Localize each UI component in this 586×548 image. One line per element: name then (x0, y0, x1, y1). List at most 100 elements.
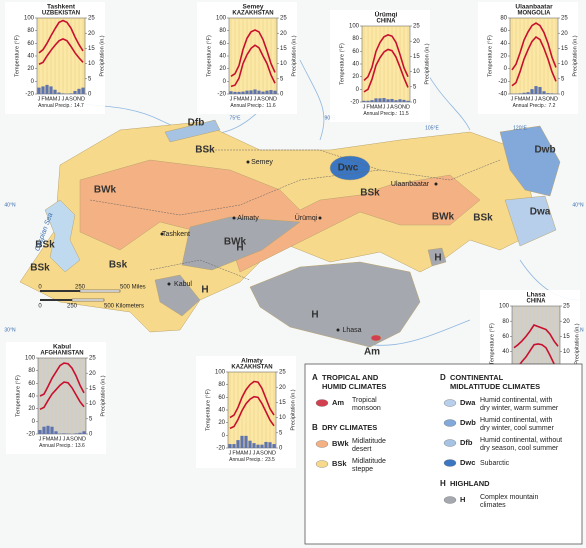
month-label: J (59, 436, 62, 442)
legend-swatch (443, 439, 457, 447)
precip-bar (81, 87, 85, 94)
inset-country: KAZAKHSTAN (231, 365, 272, 371)
y2-tick-label: 10 (89, 401, 96, 407)
y-axis-title: Temperature (°F) (206, 35, 212, 77)
precip-bar (229, 91, 233, 94)
y2-tick-label: 20 (89, 371, 96, 377)
month-label: A (240, 450, 244, 456)
month-label: A (522, 96, 526, 102)
precip-bar (366, 100, 370, 102)
precip-bar (542, 91, 546, 94)
y2-tick-label: 25 (89, 356, 96, 362)
legend-code: Dwb (460, 418, 476, 427)
temperature-line (511, 35, 557, 87)
annual-value: 14.7 (74, 103, 84, 109)
legend-swatch (443, 459, 457, 467)
y-tick-label: 0 (222, 433, 226, 439)
precip-bar (78, 432, 82, 434)
precip-bar (62, 433, 66, 434)
month-label: F (366, 104, 370, 110)
y2-tick-label: 15 (280, 46, 287, 52)
border (149, 259, 251, 281)
city-dot (160, 232, 164, 236)
y-tick-label: 40 (28, 394, 35, 400)
scale-label: 0 (38, 285, 42, 291)
y2-axis-title: Precipitation (in.) (100, 375, 106, 416)
scale-segment (71, 298, 105, 302)
y-tick-label: -20 (498, 79, 507, 85)
month-label: J (229, 450, 232, 456)
precip-bar (45, 84, 49, 94)
temperature-line (513, 324, 559, 349)
inset-city: Tashkent (47, 4, 76, 11)
y-tick-label: 0 (31, 79, 35, 85)
climate-code: Bsk (109, 260, 128, 271)
temperature-line (39, 381, 85, 411)
precip-bar (546, 93, 550, 94)
y-axis-title: Temperature (°F) (487, 35, 493, 77)
climate-code: H (434, 253, 441, 264)
precip-bar (370, 100, 374, 102)
month-label: M (526, 96, 531, 102)
month-label: O (546, 96, 551, 102)
y-tick-label: 20 (218, 420, 225, 426)
y2-tick-label: 25 (280, 16, 287, 22)
y-axis-title: Temperature (°F) (14, 35, 20, 77)
annual-value: 23.5 (265, 457, 275, 463)
city-label: Lhasa (342, 327, 361, 334)
legend-desc: Midlatitude (352, 438, 386, 445)
graticule-label: 40°N (572, 202, 584, 208)
month-label: J (387, 104, 390, 110)
precip-bar (41, 86, 45, 94)
climate-code: BSk (35, 240, 55, 251)
scale-segment (40, 299, 72, 301)
city-dot (336, 328, 340, 332)
dfb-region (164, 119, 221, 143)
borders (89, 149, 501, 281)
precip-bar (550, 93, 554, 94)
y2-tick-label: 10 (279, 415, 286, 421)
precip-bar (253, 89, 257, 94)
city-label: Kabul (174, 281, 192, 288)
inset-city: Kabul (53, 344, 71, 351)
precip-bar (74, 433, 78, 434)
annual-precip: Annual Precip.: 13.6 (39, 443, 85, 449)
scale-label: 500 Miles (120, 285, 146, 291)
inset-city: Lhasa (527, 292, 546, 299)
month-label: J (253, 450, 256, 456)
y2-axis-title: Precipitation (in.) (424, 43, 430, 84)
y2-tick-label: 10 (413, 69, 420, 75)
y-tick-label: -20 (26, 432, 35, 438)
month-label: J (38, 96, 41, 102)
month-label: J (535, 96, 538, 102)
legend-letter: D (440, 373, 446, 382)
y2-tick-label: 15 (279, 400, 286, 406)
highland-region (181, 216, 301, 271)
annual-precip: Annual Precip.: 7.2 (513, 103, 556, 109)
month-label: A (241, 96, 245, 102)
month-label: O (264, 450, 269, 456)
legend-desc: desert (352, 446, 372, 453)
month-label: A (257, 96, 261, 102)
legend-desc: Midlatitude (352, 458, 386, 465)
month-label: A (390, 104, 394, 110)
month-label: S (70, 436, 74, 442)
y-tick-label: 100 (349, 24, 360, 30)
month-label: F (233, 96, 237, 102)
y-tick-label: 100 (216, 16, 227, 22)
y2-tick-label: 25 (413, 24, 420, 30)
y2-tick-label: 0 (561, 92, 565, 98)
legend-letter: A (312, 373, 318, 382)
y-tick-label: 0 (223, 79, 227, 85)
month-label: M (518, 96, 523, 102)
graticule-label: 105°E (425, 125, 439, 131)
month-label: A (256, 450, 260, 456)
y-tick-label: 20 (352, 74, 359, 80)
month-label: F (42, 436, 46, 442)
precip-bar (257, 90, 261, 94)
y-axis-title: Temperature (°F) (339, 43, 345, 85)
y2-tick-label: 5 (280, 76, 284, 82)
month-label: A (49, 96, 53, 102)
y2-tick-label: 25 (563, 304, 570, 310)
